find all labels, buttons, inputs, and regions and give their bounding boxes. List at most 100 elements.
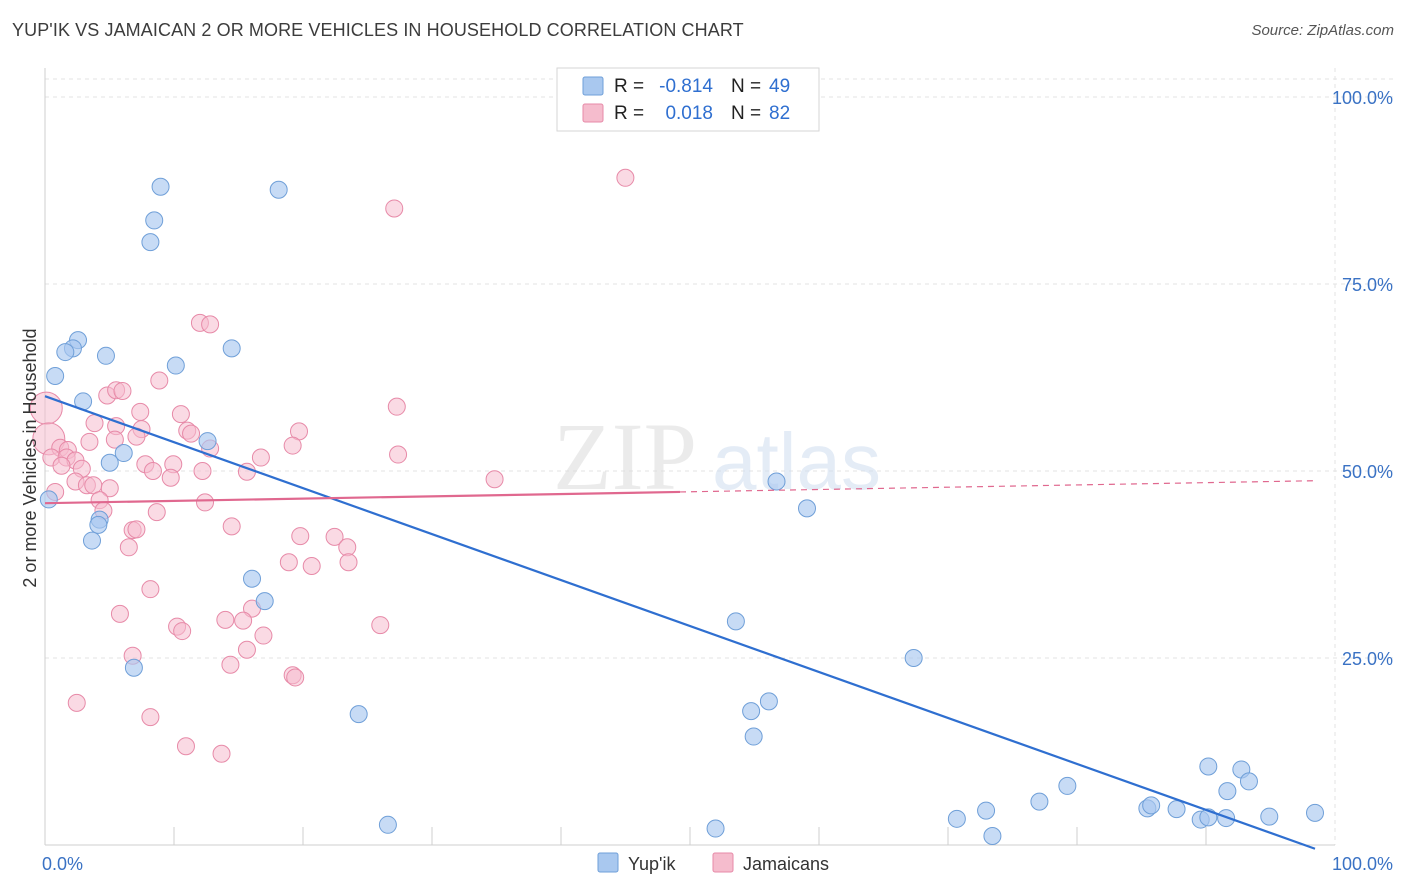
jamaicans-point xyxy=(176,737,195,756)
jamaicans-point xyxy=(113,381,132,400)
jamaicans-point xyxy=(201,315,220,334)
jamaicans-trend-extension xyxy=(679,480,1316,493)
trend-lines xyxy=(44,395,1316,850)
watermark-atlas: atlas xyxy=(712,417,881,506)
yupik-point xyxy=(759,692,778,711)
jamaicans-point xyxy=(105,430,124,449)
jamaicans-point xyxy=(371,616,390,635)
jamaicans-point xyxy=(279,553,298,572)
yupik-point xyxy=(100,453,119,472)
series-legend-swatch-jamaicans xyxy=(712,852,734,873)
jamaicans-point xyxy=(283,436,302,455)
yupik-point xyxy=(904,649,923,667)
legend-swatch-yupik xyxy=(582,76,604,96)
jamaicans-point xyxy=(254,626,273,645)
yupik-point xyxy=(1199,757,1218,776)
yupik-point xyxy=(46,367,65,386)
yupik-point xyxy=(82,531,101,550)
legend-swatch-jamaicans xyxy=(582,103,604,123)
legend-r-label-yupik: R = xyxy=(614,76,644,97)
jamaicans-point xyxy=(67,693,86,712)
jamaicans-point xyxy=(291,527,310,546)
stats-legend: R = -0.814 N = 49 R = 0.018 N = 82 xyxy=(556,67,820,132)
yupik-point xyxy=(39,490,58,509)
jamaicans-point xyxy=(237,640,256,659)
yupik-point xyxy=(349,705,368,724)
jamaicans-point xyxy=(85,414,104,433)
jamaicans-point xyxy=(616,168,635,187)
jamaicans-point xyxy=(173,622,192,641)
jamaicans-point xyxy=(143,462,162,480)
yupik-point xyxy=(151,177,170,196)
series-legend: Yup'ik Jamaicans xyxy=(597,852,829,874)
jamaicans-point xyxy=(212,744,231,763)
x-tick-label: 100.0% xyxy=(1332,854,1393,874)
jamaicans-point xyxy=(161,468,180,487)
yupik-point xyxy=(141,233,160,252)
jamaicans-point xyxy=(100,479,119,498)
yupik-point xyxy=(96,346,115,365)
jamaicans-point xyxy=(339,553,358,572)
y-tick-label: 25.0% xyxy=(1342,649,1393,669)
y-tick-label: 75.0% xyxy=(1342,275,1393,295)
yupik-point xyxy=(767,472,786,491)
yupik-point xyxy=(798,499,816,518)
yupik-point xyxy=(166,356,185,375)
jamaicans-point xyxy=(127,520,146,539)
jamaicans-point xyxy=(150,371,169,390)
legend-r-label-jamaicans: R = xyxy=(614,103,644,124)
jamaicans-point xyxy=(222,517,241,536)
yupik-point xyxy=(742,702,761,721)
yupik-point xyxy=(706,819,725,838)
yupik-point xyxy=(89,515,108,534)
jamaicans-point xyxy=(84,476,103,495)
y-tick-label: 100.0% xyxy=(1332,88,1393,108)
jamaicans-point xyxy=(110,604,129,623)
yupik-point xyxy=(983,827,1002,846)
yupik-point xyxy=(744,727,763,746)
legend-r-value-yupik: -0.814 xyxy=(659,76,713,97)
yupik-point xyxy=(1239,772,1258,791)
jamaicans-point xyxy=(182,424,201,443)
jamaicans-points xyxy=(29,168,635,763)
legend-n-label-jamaicans: N = xyxy=(731,103,761,124)
x-tick-label: 0.0% xyxy=(42,854,83,874)
yupik-point xyxy=(726,612,745,631)
yupik-point xyxy=(1306,803,1324,822)
legend-n-value-jamaicans: 82 xyxy=(769,103,790,124)
yupik-point xyxy=(1167,800,1186,819)
jamaicans-point xyxy=(387,397,406,416)
legend-r-value-jamaicans: 0.018 xyxy=(665,103,713,124)
jamaicans-point xyxy=(325,527,344,546)
chart-title: YUP'IK VS JAMAICAN 2 OR MORE VEHICLES IN… xyxy=(12,20,744,40)
yupik-point xyxy=(255,592,274,611)
jamaicans-point xyxy=(171,405,190,424)
jamaicans-point xyxy=(251,448,270,467)
series-legend-label-jamaicans: Jamaicans xyxy=(743,854,829,874)
yupik-point xyxy=(1142,796,1161,815)
y-tick-label: 50.0% xyxy=(1342,462,1393,482)
yupik-point xyxy=(1260,807,1279,826)
jamaicans-point xyxy=(131,402,150,421)
yupik-point xyxy=(222,339,241,358)
tick-labels: 25.0% 50.0% 75.0% 100.0% 0.0% 100.0% xyxy=(42,88,1393,874)
jamaicans-point xyxy=(385,199,404,218)
jamaicans-point xyxy=(141,708,160,727)
yupik-point xyxy=(243,569,262,588)
jamaicans-point xyxy=(216,610,235,629)
yupik-point xyxy=(124,658,143,677)
yupik-point xyxy=(198,432,217,451)
yupik-point xyxy=(947,809,966,828)
legend-n-label-yupik: N = xyxy=(731,76,761,97)
yupik-point xyxy=(977,801,996,820)
jamaicans-point xyxy=(302,556,321,575)
yupik-point xyxy=(1058,776,1077,795)
yupik-points xyxy=(39,177,1324,846)
grid-layer xyxy=(45,68,1393,845)
jamaicans-point xyxy=(193,462,212,480)
jamaicans-point xyxy=(221,655,240,674)
jamaicans-point xyxy=(196,493,215,512)
jamaicans-trend-line xyxy=(44,490,681,505)
source-credit: Source: ZipAtlas.com xyxy=(1251,22,1394,39)
